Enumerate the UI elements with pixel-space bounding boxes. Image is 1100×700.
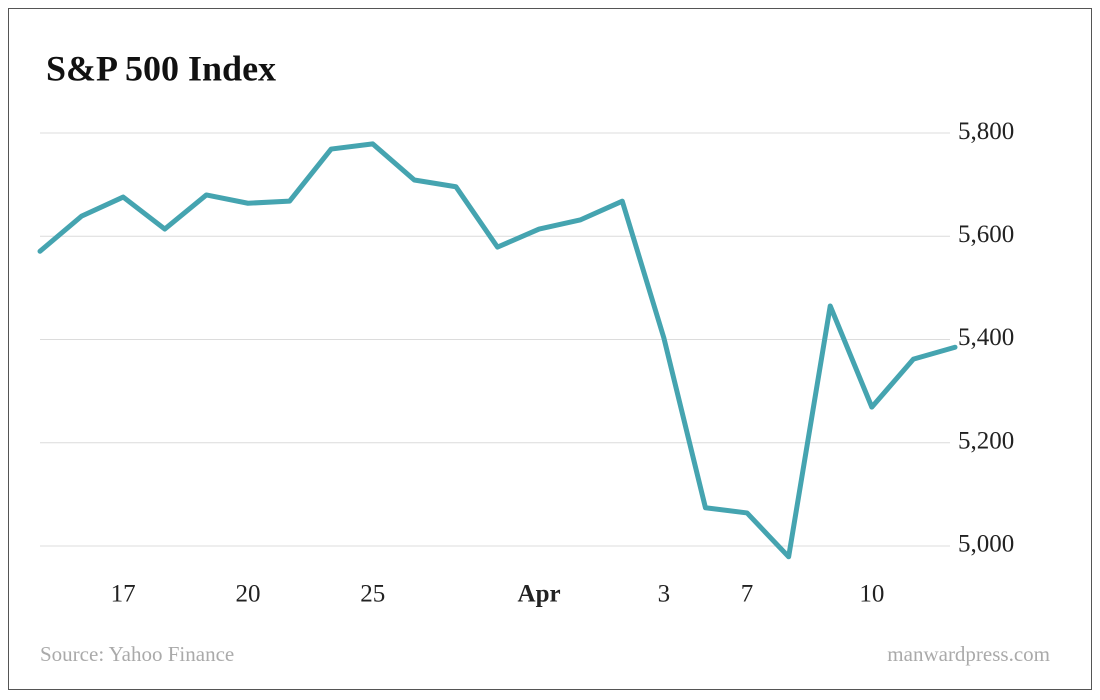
frame <box>8 8 1092 690</box>
x-tick-label: 10 <box>859 581 884 608</box>
y-tick-label: 5,400 <box>958 324 1014 351</box>
y-tick-label: 5,200 <box>958 427 1014 454</box>
x-tick-label: 7 <box>741 581 754 608</box>
y-tick-label: 5,800 <box>958 118 1014 145</box>
line <box>37 141 958 560</box>
x-tick-label: 25 <box>360 581 385 608</box>
x-tick-label: 3 <box>658 581 671 608</box>
x-tick-label: 20 <box>235 581 260 608</box>
x-tick-label: 17 <box>111 581 136 608</box>
chart-title: S&P 500 Index <box>46 48 276 88</box>
x-tick-label: Apr <box>518 581 561 608</box>
y-tick-label: 5,600 <box>958 221 1014 248</box>
source: Source: Yahoo Finance <box>40 642 234 666</box>
credit: manwardpress.com <box>887 642 1050 666</box>
y-tick-label: 5,000 <box>958 531 1014 558</box>
